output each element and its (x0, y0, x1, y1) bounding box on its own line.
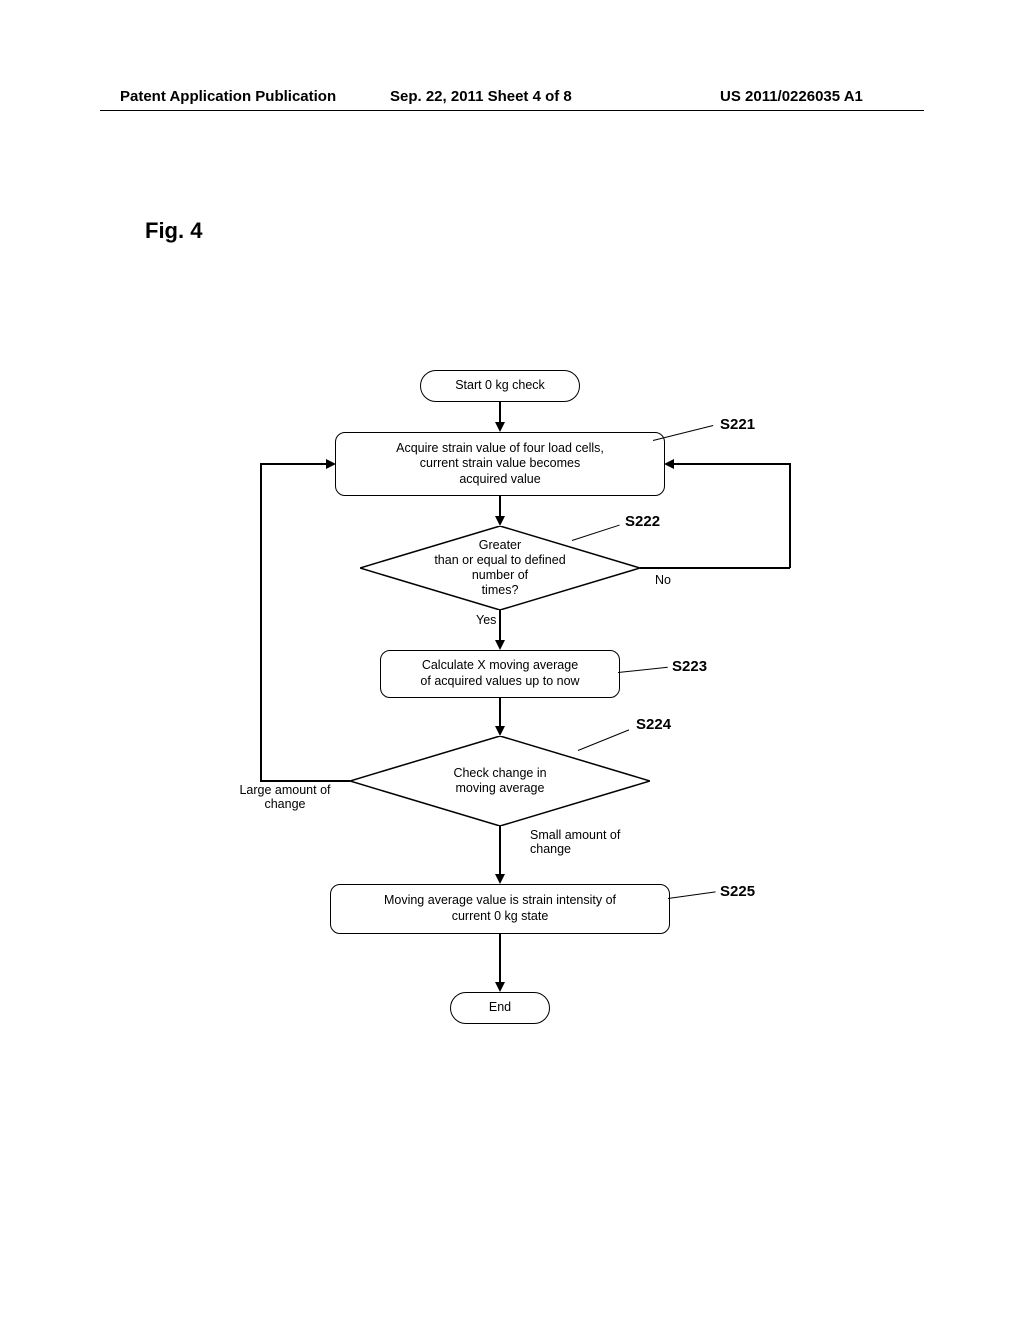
node-end: End (450, 992, 550, 1024)
arrow-acquire-d1 (499, 496, 501, 518)
arrowhead-calc-d2 (495, 726, 505, 736)
arrowhead-acquire-d1 (495, 516, 505, 526)
arrowhead-d2-result (495, 874, 505, 884)
page-root: Patent Application Publication Sep. 22, … (0, 0, 1024, 1320)
label-s225: S225 (720, 883, 755, 900)
large-line-1 (260, 780, 350, 782)
no-line-1 (640, 567, 790, 569)
label-s224: S224 (636, 716, 671, 733)
header-pub-number: US 2011/0226035 A1 (720, 88, 863, 105)
node-result: Moving average value is strain intensity… (330, 884, 670, 934)
node-acquire: Acquire strain value of four load cells,… (335, 432, 665, 496)
no-line-2 (789, 463, 791, 568)
node-decision-change-text: Check change in moving average (350, 736, 650, 826)
node-decision-count: Greater than or equal to defined number … (360, 526, 640, 610)
branch-yes: Yes (476, 613, 496, 627)
node-acquire-text: Acquire strain value of four load cells,… (396, 441, 604, 488)
no-line-3 (672, 463, 790, 465)
node-result-text: Moving average value is strain intensity… (384, 893, 616, 924)
arrow-d1-calc (499, 610, 501, 642)
large-line-2 (260, 463, 262, 781)
header-rule (100, 110, 924, 111)
arrowhead-large (326, 459, 336, 469)
branch-small: Small amount of change (530, 828, 620, 857)
branch-no: No (655, 573, 671, 587)
node-start-text: Start 0 kg check (455, 378, 545, 394)
arrowhead-result-end (495, 982, 505, 992)
arrowhead-no (664, 459, 674, 469)
header-date-sheet: Sep. 22, 2011 Sheet 4 of 8 (390, 88, 572, 105)
node-start: Start 0 kg check (420, 370, 580, 402)
arrow-d2-result (499, 826, 501, 876)
leader-s225 (668, 891, 716, 899)
node-end-text: End (489, 1000, 511, 1016)
arrow-result-end (499, 934, 501, 984)
arrowhead-start-acquire (495, 422, 505, 432)
flowchart: Start 0 kg check Acquire strain value of… (240, 370, 880, 1170)
leader-s221 (653, 425, 713, 441)
branch-large: Large amount of change (230, 783, 340, 812)
figure-label: Fig. 4 (145, 218, 202, 244)
label-s221: S221 (720, 416, 755, 433)
large-line-3 (260, 463, 328, 465)
arrowhead-d1-calc (495, 640, 505, 650)
node-decision-change: Check change in moving average (350, 736, 650, 826)
label-s223: S223 (672, 658, 707, 675)
leader-s223 (618, 667, 668, 673)
header-publication: Patent Application Publication (120, 88, 336, 105)
node-calc-text: Calculate X moving average of acquired v… (420, 658, 579, 689)
node-calc: Calculate X moving average of acquired v… (380, 650, 620, 698)
arrow-calc-d2 (499, 698, 501, 728)
arrow-start-acquire (499, 402, 501, 424)
node-decision-count-text: Greater than or equal to defined number … (360, 526, 640, 610)
label-s222: S222 (625, 513, 660, 530)
